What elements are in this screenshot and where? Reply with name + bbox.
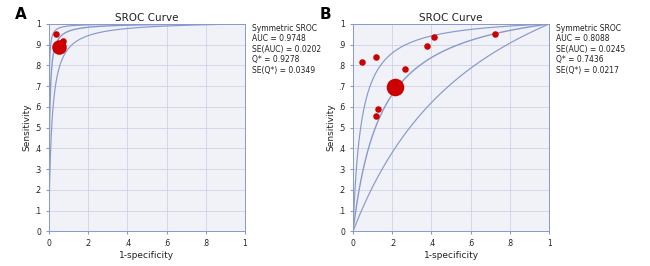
- Point: [54, 45, 64, 49]
- Point: [51, 32, 61, 36]
- Y-axis label: Sensitivity: Sensitivity: [22, 104, 31, 152]
- Y-axis label: Sensitivity: Sensitivity: [326, 104, 335, 152]
- Title: SROC Curve: SROC Curve: [115, 13, 179, 23]
- Text: B: B: [320, 7, 332, 22]
- Point: [400, 67, 410, 71]
- Text: A: A: [16, 7, 27, 22]
- X-axis label: 1-specificity: 1-specificity: [120, 251, 174, 260]
- Point: [421, 44, 432, 48]
- Title: SROC Curve: SROC Curve: [419, 13, 483, 23]
- Point: [390, 85, 400, 89]
- Text: Symmetric SROC
AUC = 0.9748
SE(AUC) = 0.0202
Q* = 0.9278
SE(Q*) = 0.0349: Symmetric SROC AUC = 0.9748 SE(AUC) = 0.…: [252, 24, 320, 74]
- Text: Symmetric SROC
AUC = 0.8088
SE(AUC) = 0.0245
Q* = 0.7436
SE(Q*) = 0.0217: Symmetric SROC AUC = 0.8088 SE(AUC) = 0.…: [556, 24, 625, 74]
- Point: [358, 60, 368, 64]
- Point: [370, 114, 381, 118]
- Point: [370, 55, 381, 59]
- Point: [58, 39, 69, 43]
- X-axis label: 1-specificity: 1-specificity: [424, 251, 478, 260]
- Point: [429, 35, 439, 39]
- Point: [490, 32, 501, 36]
- Point: [372, 107, 383, 111]
